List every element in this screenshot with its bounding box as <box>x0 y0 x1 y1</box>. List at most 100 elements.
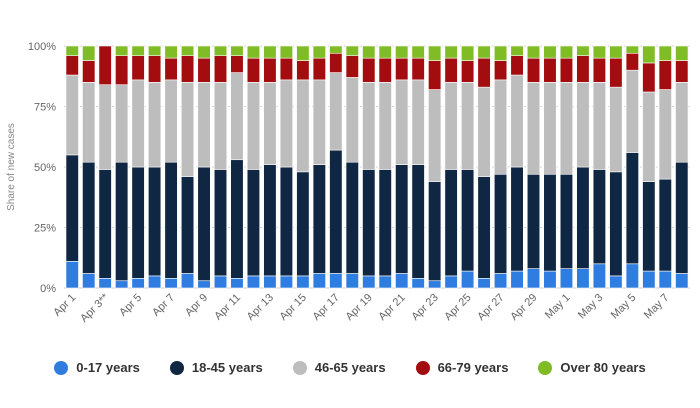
bar-segment[interactable] <box>592 169 606 265</box>
bar-segment[interactable] <box>444 57 458 83</box>
bar-segment[interactable] <box>131 278 145 289</box>
bar-segment[interactable] <box>658 270 672 289</box>
bar-segment[interactable] <box>148 55 162 83</box>
bar-segment[interactable] <box>362 275 376 289</box>
bar-segment[interactable] <box>510 55 524 76</box>
bar-segment[interactable] <box>510 166 524 272</box>
bar-segment[interactable] <box>510 45 524 56</box>
bar-segment[interactable] <box>82 45 96 61</box>
bar-segment[interactable] <box>82 82 96 163</box>
bar-segment[interactable] <box>98 169 112 279</box>
legend-item-46-65[interactable]: 46-65 years <box>292 360 386 375</box>
bar-segment[interactable] <box>395 45 409 59</box>
bar-segment[interactable] <box>98 45 112 86</box>
bar-segment[interactable] <box>180 55 195 83</box>
bar-segment[interactable] <box>98 84 112 170</box>
bar-segment[interactable] <box>609 57 623 88</box>
bar-segment[interactable] <box>658 89 672 180</box>
bar-segment[interactable] <box>576 166 590 269</box>
bar-segment[interactable] <box>559 173 574 269</box>
bar-segment[interactable] <box>576 268 590 289</box>
bar-segment[interactable] <box>543 173 557 272</box>
bar-segment[interactable] <box>197 57 211 83</box>
bar-segment[interactable] <box>345 45 359 56</box>
bar-segment[interactable] <box>296 275 310 289</box>
bar-segment[interactable] <box>164 79 178 163</box>
bar-segment[interactable] <box>510 270 524 289</box>
bar-segment[interactable] <box>213 275 228 289</box>
bar-segment[interactable] <box>312 79 326 165</box>
bar-segment[interactable] <box>180 45 195 56</box>
bar-segment[interactable] <box>378 275 392 289</box>
bar-segment[interactable] <box>477 86 491 177</box>
bar-segment[interactable] <box>164 161 178 279</box>
bar-segment[interactable] <box>279 166 293 277</box>
bar-segment[interactable] <box>263 57 277 83</box>
bar-segment[interactable] <box>263 275 277 289</box>
bar-segment[interactable] <box>411 45 425 59</box>
bar-segment[interactable] <box>625 45 639 54</box>
bar-segment[interactable] <box>510 74 524 168</box>
bar-segment[interactable] <box>559 57 574 83</box>
bar-segment[interactable] <box>592 57 606 83</box>
bar-segment[interactable] <box>345 55 359 78</box>
bar-segment[interactable] <box>526 268 541 289</box>
bar-segment[interactable] <box>345 77 359 163</box>
bar-segment[interactable] <box>180 82 195 177</box>
bar-segment[interactable] <box>246 169 261 277</box>
bar-segment[interactable] <box>493 60 508 81</box>
bar-segment[interactable] <box>526 57 541 83</box>
bar-segment[interactable] <box>115 45 129 56</box>
bar-segment[interactable] <box>362 82 376 170</box>
bar-segment[interactable] <box>279 57 293 81</box>
bar-segment[interactable] <box>461 169 475 272</box>
bar-segment[interactable] <box>543 57 557 83</box>
bar-segment[interactable] <box>164 278 178 289</box>
bar-segment[interactable] <box>493 173 508 274</box>
bar-segment[interactable] <box>609 45 623 59</box>
bar-segment[interactable] <box>428 280 442 289</box>
bar-segment[interactable] <box>362 57 376 83</box>
bar-segment[interactable] <box>461 82 475 170</box>
bar-segment[interactable] <box>213 82 228 170</box>
bar-segment[interactable] <box>279 79 293 168</box>
bar-segment[interactable] <box>312 57 326 81</box>
bar-segment[interactable] <box>213 169 228 277</box>
bar-segment[interactable] <box>378 45 392 59</box>
legend-item-18-45[interactable]: 18-45 years <box>169 360 263 375</box>
bar-segment[interactable] <box>493 45 508 61</box>
bar-segment[interactable] <box>246 275 261 289</box>
bar-segment[interactable] <box>559 45 574 59</box>
bar-segment[interactable] <box>592 263 606 289</box>
bar-segment[interactable] <box>279 275 293 289</box>
bar-segment[interactable] <box>395 164 409 274</box>
bar-segment[interactable] <box>65 45 79 56</box>
bar-segment[interactable] <box>559 82 574 175</box>
bar-segment[interactable] <box>131 55 145 81</box>
bar-segment[interactable] <box>246 45 261 59</box>
bar-segment[interactable] <box>411 164 425 279</box>
bar-segment[interactable] <box>461 45 475 61</box>
bar-segment[interactable] <box>642 91 656 182</box>
bar-segment[interactable] <box>312 45 326 59</box>
bar-segment[interactable] <box>461 60 475 83</box>
bar-segment[interactable] <box>428 89 442 182</box>
bar-segment[interactable] <box>65 261 79 289</box>
bar-segment[interactable] <box>411 278 425 289</box>
bar-segment[interactable] <box>180 273 195 289</box>
bar-segment[interactable] <box>115 280 129 289</box>
bar-segment[interactable] <box>675 60 689 83</box>
bar-segment[interactable] <box>444 275 458 289</box>
bar-segment[interactable] <box>576 82 590 168</box>
bar-segment[interactable] <box>230 45 244 56</box>
bar-segment[interactable] <box>543 270 557 289</box>
bar-segment[interactable] <box>362 45 376 59</box>
bar-segment[interactable] <box>675 273 689 289</box>
bar-segment[interactable] <box>115 161 129 282</box>
legend-item-over-80[interactable]: Over 80 years <box>538 360 646 375</box>
bar-segment[interactable] <box>444 82 458 170</box>
bar-segment[interactable] <box>461 270 475 289</box>
bar-segment[interactable] <box>345 273 359 289</box>
bar-segment[interactable] <box>345 161 359 274</box>
bar-segment[interactable] <box>131 45 145 56</box>
